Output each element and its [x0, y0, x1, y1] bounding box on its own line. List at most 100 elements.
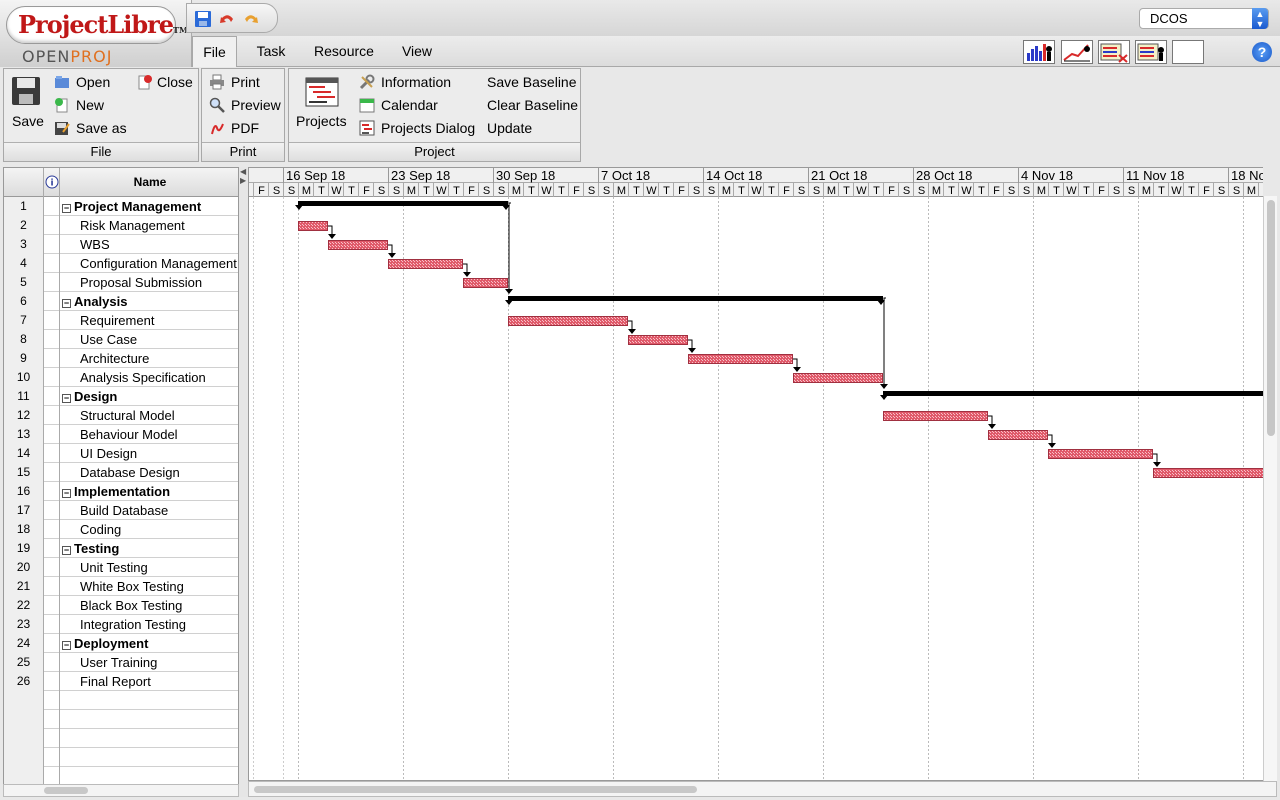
- collapse-toggle-icon[interactable]: −: [62, 393, 71, 403]
- undo-icon[interactable]: [218, 10, 236, 28]
- histogram-view-button[interactable]: [1023, 40, 1055, 64]
- table-row[interactable]: 9 Architecture: [4, 349, 238, 368]
- table-row[interactable]: 16 − Implementation: [4, 482, 238, 501]
- task-name[interactable]: Behaviour Model: [80, 427, 178, 442]
- table-row[interactable]: 23 Integration Testing: [4, 615, 238, 634]
- table-row[interactable]: [4, 710, 238, 729]
- table-row[interactable]: 5 Proposal Submission: [4, 273, 238, 292]
- task-name[interactable]: Coding: [80, 522, 122, 537]
- task-name[interactable]: Black Box Testing: [80, 598, 183, 613]
- task-name[interactable]: Analysis Specification: [80, 370, 206, 385]
- task-name[interactable]: White Box Testing: [80, 579, 184, 594]
- task-name[interactable]: UI Design: [80, 446, 138, 461]
- task-name[interactable]: Risk Management: [80, 218, 185, 233]
- task-name[interactable]: − Analysis: [61, 292, 127, 311]
- task-name[interactable]: Architecture: [80, 351, 150, 366]
- projects-button[interactable]: Projects: [296, 113, 347, 129]
- table-row[interactable]: 26 Final Report: [4, 672, 238, 691]
- preview-button[interactable]: Preview: [209, 97, 281, 113]
- collapse-toggle-icon[interactable]: −: [62, 488, 71, 498]
- task-name[interactable]: Proposal Submission: [80, 275, 203, 290]
- indicators-header[interactable]: i: [44, 168, 60, 197]
- table-row[interactable]: 14 UI Design: [4, 444, 238, 463]
- table-row[interactable]: [4, 729, 238, 748]
- task-name[interactable]: Use Case: [80, 332, 138, 347]
- task-name[interactable]: − Deployment: [61, 634, 148, 653]
- table-row[interactable]: 18 Coding: [4, 520, 238, 539]
- print-button[interactable]: Print: [209, 74, 260, 90]
- task-name[interactable]: Requirement: [80, 313, 155, 328]
- name-column-header[interactable]: Name: [133, 175, 167, 189]
- blank-view-button[interactable]: [1172, 40, 1204, 64]
- redo-icon[interactable]: [242, 10, 260, 28]
- chart-view-button[interactable]: [1061, 40, 1093, 64]
- splitter-right-arrow-icon[interactable]: ▶: [240, 176, 247, 185]
- table-row[interactable]: 1 − Project Management: [4, 197, 238, 216]
- gantt-vscroll-thumb[interactable]: [1267, 200, 1275, 436]
- table-row[interactable]: 15 Database Design: [4, 463, 238, 482]
- help-icon[interactable]: ?: [1252, 42, 1272, 62]
- task-name[interactable]: Final Report: [80, 674, 151, 689]
- gantt-hscroll-thumb[interactable]: [254, 786, 697, 793]
- task-usage-button[interactable]: [1098, 40, 1130, 64]
- task-name[interactable]: − Design: [61, 387, 117, 406]
- task-name[interactable]: − Implementation: [61, 482, 170, 501]
- pane-splitter[interactable]: ◀ ▶: [239, 167, 248, 797]
- task-name[interactable]: Unit Testing: [80, 560, 148, 575]
- save-baseline-button[interactable]: Save Baseline: [487, 74, 577, 90]
- task-name[interactable]: − Testing: [61, 539, 119, 558]
- table-row[interactable]: 2 Risk Management: [4, 216, 238, 235]
- collapse-toggle-icon[interactable]: −: [62, 640, 71, 650]
- table-row[interactable]: 17 Build Database: [4, 501, 238, 520]
- table-row[interactable]: 7 Requirement: [4, 311, 238, 330]
- update-button[interactable]: Update: [487, 120, 533, 136]
- task-name[interactable]: Integration Testing: [80, 617, 186, 632]
- resource-usage-button[interactable]: [1135, 40, 1167, 64]
- table-horizontal-scrollbar[interactable]: [3, 784, 239, 797]
- table-row[interactable]: 21 White Box Testing: [4, 577, 238, 596]
- table-row[interactable]: 4 Configuration Management: [4, 254, 238, 273]
- project-selector[interactable]: DCOS ▲ ▼: [1139, 8, 1269, 29]
- table-row[interactable]: [4, 748, 238, 767]
- new-button[interactable]: New: [54, 97, 104, 113]
- projects-dialog-button[interactable]: Projects Dialog: [359, 120, 475, 136]
- collapse-toggle-icon[interactable]: −: [62, 545, 71, 555]
- table-row[interactable]: 8 Use Case: [4, 330, 238, 349]
- open-button[interactable]: Open: [54, 74, 110, 90]
- table-row[interactable]: 3 WBS: [4, 235, 238, 254]
- calendar-button[interactable]: Calendar: [359, 97, 438, 113]
- table-scroll-thumb[interactable]: [44, 787, 88, 794]
- save-icon[interactable]: [194, 10, 212, 28]
- tab-view[interactable]: View: [401, 43, 433, 59]
- table-row[interactable]: 22 Black Box Testing: [4, 596, 238, 615]
- gantt-horizontal-scrollbar[interactable]: [248, 781, 1277, 797]
- tab-file[interactable]: File: [192, 36, 237, 68]
- clear-baseline-button[interactable]: Clear Baseline: [487, 97, 579, 113]
- table-row[interactable]: 24 − Deployment: [4, 634, 238, 653]
- pdf-button[interactable]: PDF: [209, 120, 259, 136]
- information-button[interactable]: Information: [359, 74, 451, 90]
- table-row[interactable]: [4, 691, 238, 710]
- table-row[interactable]: 20 Unit Testing: [4, 558, 238, 577]
- task-name[interactable]: Database Design: [80, 465, 180, 480]
- save-as-button[interactable]: Save as: [54, 120, 127, 136]
- table-row[interactable]: 11 − Design: [4, 387, 238, 406]
- table-row[interactable]: 25 User Training: [4, 653, 238, 672]
- table-row[interactable]: 10 Analysis Specification: [4, 368, 238, 387]
- tab-task[interactable]: Task: [256, 43, 286, 59]
- table-row[interactable]: 6 − Analysis: [4, 292, 238, 311]
- table-row[interactable]: 12 Structural Model: [4, 406, 238, 425]
- splitter-left-arrow-icon[interactable]: ◀: [240, 167, 247, 176]
- close-button[interactable]: Close: [137, 74, 193, 90]
- gantt-vertical-scrollbar[interactable]: [1263, 196, 1277, 781]
- task-name[interactable]: User Training: [80, 655, 158, 670]
- collapse-toggle-icon[interactable]: −: [62, 203, 71, 213]
- task-name[interactable]: WBS: [80, 237, 110, 252]
- task-name[interactable]: Build Database: [80, 503, 169, 518]
- collapse-toggle-icon[interactable]: −: [62, 298, 71, 308]
- task-name[interactable]: Configuration Management: [80, 256, 237, 271]
- task-name[interactable]: Structural Model: [80, 408, 175, 423]
- table-row[interactable]: 13 Behaviour Model: [4, 425, 238, 444]
- table-row[interactable]: 19 − Testing: [4, 539, 238, 558]
- tab-resource[interactable]: Resource: [314, 43, 374, 59]
